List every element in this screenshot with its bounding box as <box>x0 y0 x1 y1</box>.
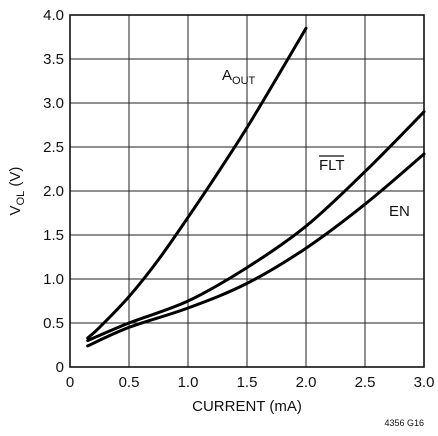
y-tick-label: 3.5 <box>43 51 64 68</box>
y-tick-label: 3.0 <box>43 95 64 112</box>
x-tick-label: 1.0 <box>178 374 199 391</box>
y-tick-label: 4.0 <box>43 7 64 24</box>
series-label-en: EN <box>389 203 410 220</box>
series-lines <box>86 26 426 348</box>
series-label-flt: FLT <box>319 157 345 174</box>
series-line-flt <box>86 110 426 343</box>
y-tick-label: 2.0 <box>43 183 64 200</box>
x-tick-label: 0.5 <box>119 374 140 391</box>
x-tick-label: 3.0 <box>414 374 435 391</box>
figure-id: 4356 G16 <box>384 418 424 428</box>
y-tick-label: 0 <box>56 359 64 376</box>
x-tick-label: 2.5 <box>355 374 376 391</box>
y-axis-label: VOL (V) <box>7 167 27 216</box>
series-line-en <box>86 152 426 348</box>
x-tick-label: 0 <box>66 374 74 391</box>
tick-labels: 0 0.5 1.0 1.5 2.0 2.5 3.0 0 0.5 1.0 1.5 2.0 2.5 3.0 3.… <box>43 7 434 391</box>
grid <box>69 14 425 368</box>
x-axis-label: CURRENT (mA) <box>192 398 302 415</box>
y-tick-label: 0.5 <box>43 315 64 332</box>
y-tick-label: 2.5 <box>43 139 64 156</box>
y-tick-label: 1.5 <box>43 227 64 244</box>
plot-frame <box>69 14 425 368</box>
series-line-aout <box>86 26 308 340</box>
x-tick-label: 2.0 <box>296 374 317 391</box>
series-label-aout: AOUT <box>222 67 256 87</box>
y-tick-label: 1.0 <box>43 271 64 288</box>
x-tick-label: 1.5 <box>237 374 258 391</box>
